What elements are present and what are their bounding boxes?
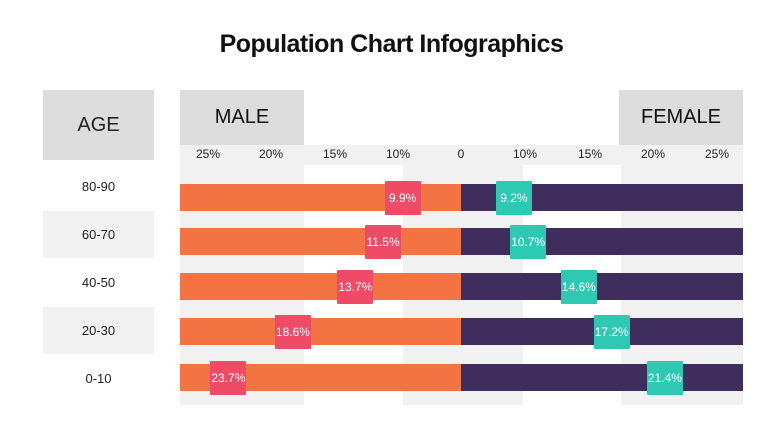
female-value-label: 17.2% — [593, 314, 630, 349]
male-value-label: 13.7% — [337, 269, 374, 304]
age-label: 40-50 — [81, 275, 116, 290]
tick-label: 25% — [704, 147, 730, 161]
male-value-label: 11.5% — [365, 224, 402, 259]
tick-label: 0 — [457, 147, 465, 161]
male-value-label: 23.7% — [210, 360, 247, 395]
age-header: AGE — [43, 90, 154, 160]
tick-label: 15% — [577, 147, 603, 161]
chart-title: Population Chart Infographics — [219, 30, 564, 58]
female-bar — [461, 228, 743, 255]
tick-label: 20% — [258, 147, 284, 161]
male-bar — [180, 228, 461, 255]
female-header: FEMALE — [619, 90, 743, 145]
male-value-label: 9.9% — [384, 180, 421, 215]
female-value-label: 21.4% — [646, 360, 683, 395]
male-value-label: 18.6% — [274, 314, 311, 349]
tick-label: 10% — [385, 147, 411, 161]
male-header: MALE — [180, 90, 304, 145]
tick-label: 15% — [322, 147, 348, 161]
tick-label: 20% — [640, 147, 666, 161]
age-label: 60-70 — [43, 211, 154, 258]
female-value-label: 9.2% — [495, 180, 532, 215]
female-bar — [461, 364, 743, 391]
female-bar — [461, 273, 743, 300]
male-bar — [180, 318, 461, 345]
age-label: 80-90 — [81, 179, 116, 194]
age-label: 20-30 — [43, 307, 154, 354]
male-bar — [180, 273, 461, 300]
female-value-label: 14.6% — [560, 269, 597, 304]
tick-label: 10% — [512, 147, 538, 161]
tick-label: 25% — [195, 147, 221, 161]
female-value-label: 10.7% — [510, 224, 547, 259]
age-label: 0-10 — [85, 371, 112, 386]
